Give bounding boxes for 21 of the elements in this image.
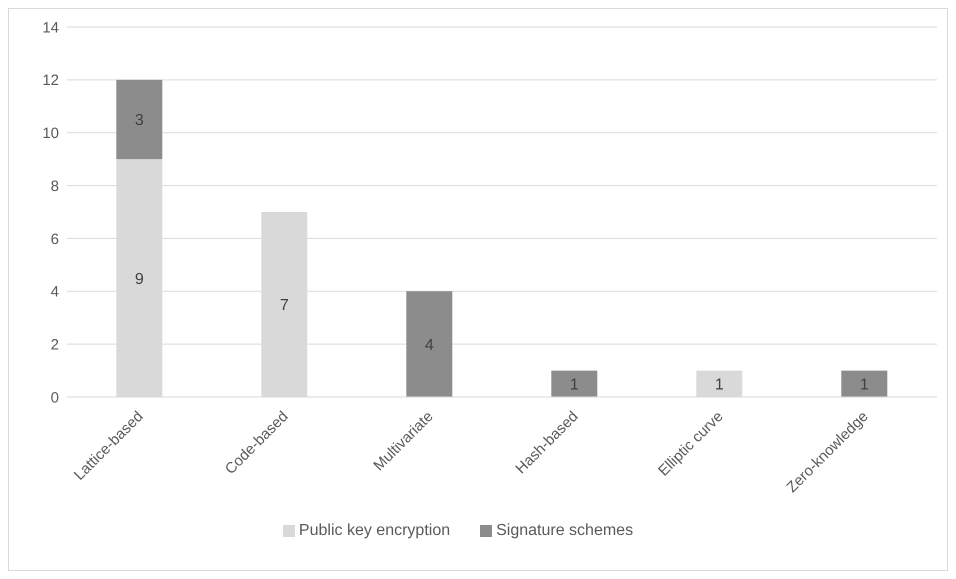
data-label: 4: [424, 336, 434, 354]
y-tick-label: 8: [50, 178, 59, 195]
data-label: 1: [714, 376, 724, 394]
y-tick-label: 12: [42, 72, 59, 90]
legend-label: Signature schemes: [496, 522, 634, 539]
y-tick-label: 4: [50, 284, 59, 301]
data-label: 1: [570, 376, 579, 394]
data-label: 1: [860, 376, 869, 394]
y-tick-label: 0: [50, 389, 59, 406]
data-label: 7: [280, 297, 289, 314]
y-tick-label: 14: [42, 19, 59, 36]
bar: [551, 370, 598, 397]
bar: [406, 291, 452, 397]
y-tick-label: 6: [50, 230, 59, 248]
y-tick-label: 2: [50, 336, 59, 354]
y-tick-label: 10: [42, 125, 59, 142]
data-label: 9: [134, 270, 144, 288]
bar: [841, 370, 888, 397]
data-label: 3: [134, 112, 144, 130]
legend-label: Public key encryption: [298, 522, 450, 539]
bar: [116, 80, 162, 160]
